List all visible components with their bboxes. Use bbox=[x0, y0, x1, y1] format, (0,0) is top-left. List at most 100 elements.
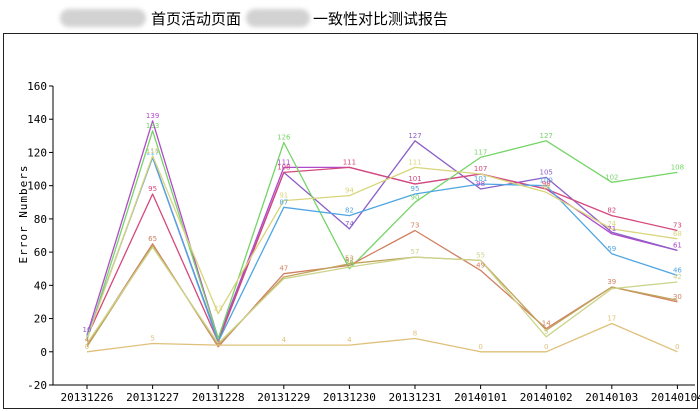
data-label: 102 bbox=[605, 173, 618, 181]
data-label: 42 bbox=[673, 273, 682, 281]
y-tick-label: 140 bbox=[27, 113, 47, 126]
data-label: 50 bbox=[345, 260, 354, 268]
series-line-5 bbox=[86, 156, 678, 343]
data-label: 74 bbox=[607, 220, 616, 228]
data-label: 73 bbox=[673, 222, 682, 230]
data-label: 101 bbox=[474, 175, 487, 183]
data-label: 8 bbox=[413, 329, 417, 337]
series-line-3 bbox=[86, 166, 678, 343]
data-label: 74 bbox=[345, 220, 354, 228]
data-label: 23 bbox=[214, 305, 223, 313]
report-title-bar: 首页活动页面 一致性对比测试报告 bbox=[0, 0, 700, 32]
series-line-10 bbox=[86, 322, 678, 353]
data-label: 73 bbox=[411, 222, 420, 230]
data-label: 0 bbox=[675, 343, 679, 351]
data-label: 0 bbox=[478, 343, 482, 351]
redacted-project-name bbox=[60, 9, 146, 27]
series-line-6 bbox=[86, 155, 678, 339]
data-label: 82 bbox=[607, 207, 616, 215]
data-label: 127 bbox=[408, 132, 421, 140]
data-label: 95 bbox=[411, 185, 420, 193]
data-label: 57 bbox=[411, 248, 420, 256]
x-tick-label: 20131231 bbox=[389, 391, 442, 404]
x-tick-label: 20131229 bbox=[257, 391, 310, 404]
y-tick-label: 120 bbox=[27, 146, 47, 159]
data-label: 111 bbox=[343, 158, 356, 166]
data-label: 5 bbox=[150, 334, 154, 342]
data-label: 68 bbox=[673, 230, 682, 238]
y-axis-label: Error Numbers bbox=[17, 164, 30, 263]
data-label: 96 bbox=[542, 183, 551, 191]
data-label: 98 bbox=[476, 180, 485, 188]
data-label: 90 bbox=[411, 193, 420, 201]
data-label: 71 bbox=[607, 225, 616, 233]
data-label: 39 bbox=[607, 278, 616, 286]
data-label: 52 bbox=[345, 256, 354, 264]
data-label: 47 bbox=[279, 265, 288, 273]
data-label: 87 bbox=[279, 198, 288, 206]
x-tick-label: 20131227 bbox=[126, 391, 179, 404]
data-label: 100 bbox=[540, 177, 553, 185]
y-tick-label: 100 bbox=[27, 180, 47, 193]
x-tick-label: 20140103 bbox=[585, 391, 638, 404]
data-label: 111 bbox=[408, 158, 421, 166]
y-tick-label: 0 bbox=[40, 346, 47, 359]
data-label: 0 bbox=[544, 343, 548, 351]
data-label: 0 bbox=[85, 343, 89, 351]
data-label: 46 bbox=[673, 266, 682, 274]
data-label: 61 bbox=[673, 241, 682, 249]
data-label: 55 bbox=[476, 251, 485, 259]
series-layer bbox=[86, 120, 678, 353]
data-label: 117 bbox=[474, 148, 487, 156]
x-tick-label: 20140104 bbox=[651, 391, 700, 404]
y-tick-label: 60 bbox=[34, 246, 47, 259]
data-label: 98 bbox=[542, 180, 551, 188]
x-tick-label: 20140101 bbox=[454, 391, 507, 404]
data-label: 126 bbox=[277, 133, 291, 141]
series-line-9 bbox=[86, 246, 678, 345]
data-label: 4 bbox=[347, 336, 352, 344]
series-line-8 bbox=[86, 244, 678, 348]
series-line-2 bbox=[86, 140, 678, 341]
data-label: 105 bbox=[540, 168, 553, 176]
data-label: 107 bbox=[474, 165, 487, 173]
series-line-7 bbox=[86, 229, 678, 348]
x-tick-label: 20131228 bbox=[192, 391, 245, 404]
data-label: 65 bbox=[148, 235, 157, 243]
data-label: 118 bbox=[146, 147, 159, 155]
data-label: 4 bbox=[282, 336, 287, 344]
data-label: 111 bbox=[277, 158, 290, 166]
x-tick-label: 20131226 bbox=[61, 391, 114, 404]
data-label: 133 bbox=[146, 122, 159, 130]
data-label: 82 bbox=[345, 207, 354, 215]
chart-frame bbox=[3, 33, 698, 409]
data-label: 14 bbox=[542, 320, 551, 328]
data-label: 139 bbox=[146, 112, 159, 120]
report-title-part2: 一致性对比测试报告 bbox=[313, 10, 449, 28]
data-label: 49 bbox=[476, 261, 485, 269]
series-line-4 bbox=[86, 130, 678, 341]
redacted-page-name bbox=[246, 9, 310, 27]
y-tick-label: 80 bbox=[34, 213, 47, 226]
data-label: 91 bbox=[279, 192, 288, 200]
data-label: 10 bbox=[83, 326, 92, 334]
x-tick-label: 20131230 bbox=[323, 391, 376, 404]
y-tick-label: 40 bbox=[34, 279, 47, 292]
data-label: 3 bbox=[216, 338, 220, 346]
data-label: 30 bbox=[673, 293, 682, 301]
report-title-part1: 首页活动页面 bbox=[151, 10, 242, 28]
data-label: 94 bbox=[345, 187, 354, 195]
data-label: 127 bbox=[540, 132, 553, 140]
data-label: 53 bbox=[345, 255, 354, 263]
data-label: 9 bbox=[544, 328, 548, 336]
data-label: 59 bbox=[607, 245, 616, 253]
y-tick-label: -20 bbox=[27, 379, 47, 392]
data-label: 108 bbox=[671, 163, 684, 171]
data-label: 4 bbox=[85, 336, 90, 344]
data-label: 95 bbox=[148, 185, 157, 193]
data-labels-layer: 1040139133117118956552331261111089187474… bbox=[83, 112, 685, 351]
data-label: 101 bbox=[408, 175, 421, 183]
data-label: 108 bbox=[277, 163, 290, 171]
